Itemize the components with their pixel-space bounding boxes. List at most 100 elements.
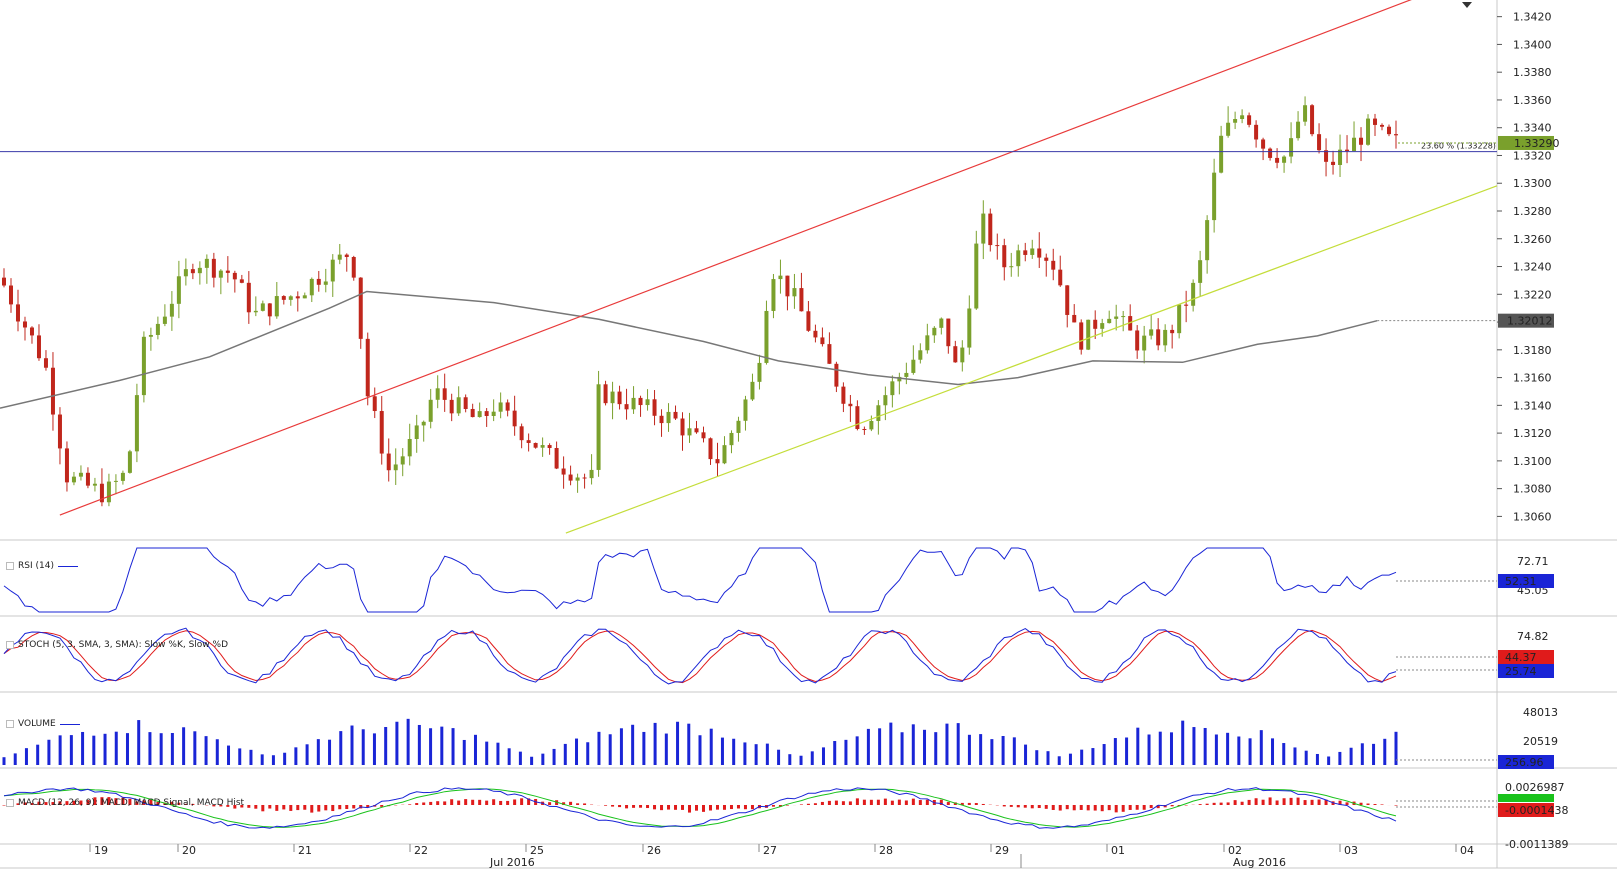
candle-body — [351, 257, 356, 278]
macd-hist-bar — [618, 805, 622, 808]
volume-bar — [1327, 756, 1331, 765]
candle-body — [330, 259, 335, 282]
volume-bar — [462, 739, 466, 765]
macd-hist-bar — [813, 803, 817, 805]
candle-body — [918, 350, 923, 360]
candle-body — [785, 275, 790, 297]
macd-hist-bar — [1289, 797, 1293, 805]
candle-body — [1212, 172, 1217, 221]
day-label: 29 — [995, 844, 1009, 857]
volume-bar — [36, 744, 40, 765]
candle-body — [561, 468, 566, 475]
volume-bar — [58, 735, 62, 765]
macd-hist-bar — [296, 805, 300, 811]
price-tick-label: 1.3400 — [1513, 38, 1552, 51]
checkbox-icon[interactable] — [6, 562, 14, 570]
macd-hist-bar — [1100, 805, 1104, 812]
volume-bar — [440, 726, 444, 765]
volume-bar — [743, 742, 747, 765]
checkbox-icon[interactable] — [6, 641, 14, 649]
upper-channel-line — [59, 0, 1412, 516]
macd-hist-bar — [743, 805, 747, 810]
macd-hist-bar — [1240, 801, 1244, 805]
macd-hist-bar — [834, 800, 838, 805]
volume-bar — [833, 741, 837, 765]
candle-body — [652, 399, 657, 416]
volume-bar — [1338, 751, 1342, 765]
macd-last-tag — [1498, 794, 1554, 802]
volume-bar — [339, 731, 343, 765]
candle-body — [183, 269, 188, 277]
candle-body — [1345, 149, 1350, 152]
macd-hist-bar — [1366, 803, 1370, 805]
macd-hist-bar — [254, 805, 258, 809]
candle-body — [43, 358, 48, 368]
candle-body — [1016, 250, 1021, 267]
volume-bar — [878, 728, 882, 765]
stoch-legend: STOCH (5, 3, SMA, 3, SMA): Slow %K, Slow… — [6, 640, 228, 650]
candle-body — [778, 275, 783, 280]
macd-hist-bar — [1324, 799, 1328, 805]
checkbox-icon[interactable] — [6, 799, 14, 807]
candle-body — [358, 277, 363, 339]
candle-body — [15, 304, 20, 322]
macd-hist-bar — [688, 805, 692, 813]
macd-hist-bar — [1268, 797, 1272, 805]
volume-bars — [2, 718, 1398, 765]
checkbox-icon[interactable] — [6, 720, 14, 728]
day-label: 04 — [1460, 844, 1474, 857]
candle-body — [932, 327, 937, 336]
candle-body — [876, 405, 881, 422]
candle-body — [855, 406, 860, 430]
macd-hist-bar — [1212, 802, 1216, 805]
candle-body — [624, 404, 629, 410]
macd-hist-bar — [23, 802, 27, 805]
macd-hist-bar — [820, 801, 824, 805]
candle-body — [568, 474, 573, 481]
candle-body — [834, 363, 839, 387]
candle-body — [1331, 161, 1336, 165]
chevron-down-icon[interactable] — [1462, 2, 1472, 8]
candle-body — [365, 338, 370, 397]
candle-body — [645, 399, 650, 406]
macd-hist-bar — [1030, 805, 1034, 809]
macd-hist-bar — [233, 805, 237, 809]
macd-hist-bar — [1051, 805, 1055, 810]
candle-body — [127, 451, 132, 473]
macd-hist-bar — [848, 801, 852, 805]
macd-hist-bar — [562, 802, 566, 805]
macd-hist-bar — [1275, 800, 1279, 805]
candle-body — [1030, 248, 1035, 255]
volume-bar — [1046, 751, 1050, 765]
candle-body — [904, 372, 909, 377]
volume-bar — [1259, 730, 1263, 765]
volume-bar — [990, 739, 994, 765]
candle-body — [1233, 119, 1238, 123]
volume-bar — [1125, 737, 1129, 765]
candle-body — [1037, 248, 1042, 258]
volume-bar — [170, 733, 174, 765]
volume-bar — [1192, 727, 1196, 765]
candle-body — [421, 421, 426, 426]
macd-hist-bar — [1149, 805, 1153, 809]
candle-body — [288, 296, 293, 300]
volume-bar — [956, 723, 960, 765]
volume-bar — [608, 734, 612, 765]
candle-body — [456, 397, 461, 414]
volume-bar — [1383, 738, 1387, 765]
macd-hist-bar — [1254, 798, 1258, 805]
candle-body — [1009, 266, 1014, 268]
candle-body — [1219, 135, 1224, 173]
macd-hist-bar — [632, 805, 636, 808]
candles-group — [2, 96, 1398, 507]
candle-body — [1387, 126, 1392, 135]
volume-bar — [1315, 753, 1319, 765]
macd-hist-last-label: -0.0001438 — [1505, 804, 1568, 817]
candle-body — [1072, 314, 1077, 323]
macd-hist-bar — [149, 799, 153, 805]
macd-hist-bar — [981, 803, 985, 805]
candle-body — [1352, 137, 1357, 152]
macd-hist-bar — [1310, 799, 1314, 805]
candle-body — [414, 425, 419, 439]
